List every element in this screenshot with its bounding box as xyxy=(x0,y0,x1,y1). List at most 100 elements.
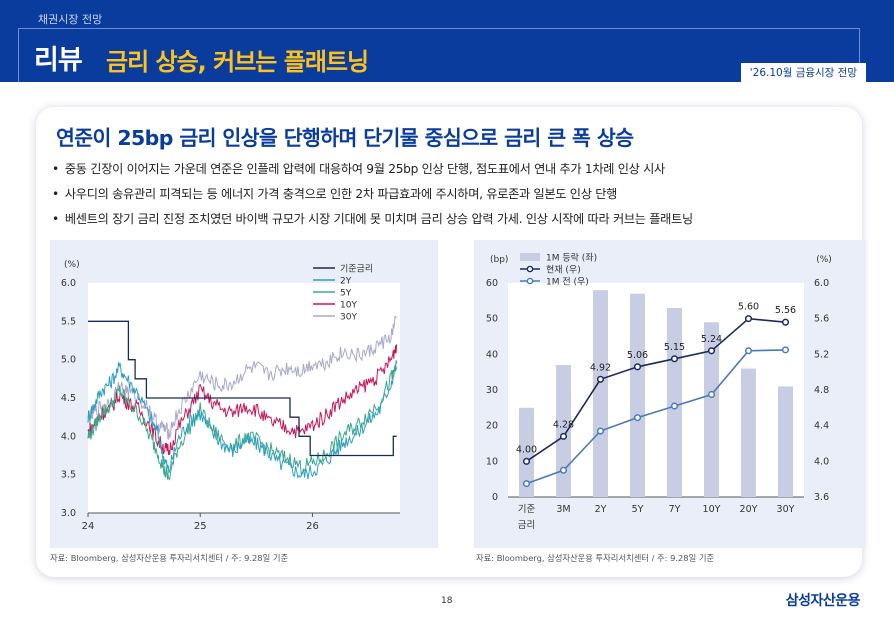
legend-label: 1M 전 (우) xyxy=(546,277,589,288)
bullet-item: 베센트의 장기 금리 진정 조치였던 바이백 규모가 시장 기대에 못 미치며 … xyxy=(52,207,693,232)
legend-label: 기준금리 xyxy=(340,264,373,275)
prev-series-point xyxy=(559,466,568,474)
y-tick-label: 5.5 xyxy=(61,316,76,327)
right-tick-label: 4.0 xyxy=(814,456,829,467)
current-series-point xyxy=(559,432,568,440)
y-tick-label: 3.0 xyxy=(61,508,76,519)
x-tick-label: 26 xyxy=(306,521,319,532)
legend-label: 10Y xyxy=(340,301,357,311)
data-label: 5.60 xyxy=(738,302,759,313)
plot-area xyxy=(508,283,804,497)
right-tick-label: 5.2 xyxy=(814,349,829,360)
x-tick-label: 기준 xyxy=(518,504,536,515)
y-tick-label: 4.0 xyxy=(61,431,76,442)
legend-label: 현재 (우) xyxy=(546,265,581,276)
legend-swatch-marker xyxy=(526,277,534,285)
legend-label: 1M 등락 (좌) xyxy=(546,252,597,264)
series-line xyxy=(87,360,398,480)
right-axis-unit: (%) xyxy=(816,255,832,265)
bar xyxy=(593,290,608,497)
legend-swatch-bar xyxy=(520,253,540,261)
y-tick-label: 5.0 xyxy=(61,355,76,366)
page-header: 채권시장 전망 리뷰 금리 상승, 커브는 플래트닝 '26.10월 금융시장 … xyxy=(0,0,894,82)
legend-label: 5Y xyxy=(340,289,352,299)
right-tick-label: 4.4 xyxy=(814,421,829,432)
legend-swatch-marker xyxy=(526,265,534,273)
x-tick-label: 5Y xyxy=(632,504,644,515)
x-tick-label: 30Y xyxy=(777,504,795,515)
prev-series-point xyxy=(781,346,790,354)
section-label: 채권시장 전망 xyxy=(38,13,103,26)
source-note-right: 자료: Bloomberg, 삼성자산운용 투자리서치센터 / 주: 9.28일… xyxy=(476,553,715,563)
data-label: 4.00 xyxy=(516,444,537,455)
data-label: 5.15 xyxy=(664,342,685,353)
legend-label: 2Y xyxy=(340,277,352,287)
data-label: 5.06 xyxy=(627,350,648,361)
report-date-tag: '26.10월 금융시장 전망 xyxy=(740,63,866,82)
x-tick-label: 7Y xyxy=(669,504,681,515)
page-number: 18 xyxy=(441,596,453,606)
y-axis-unit: (%) xyxy=(64,260,80,270)
current-series-point xyxy=(670,355,679,363)
current-series-point xyxy=(522,457,531,465)
legend-label: 30Y xyxy=(340,313,357,323)
x-tick-label: 2Y xyxy=(595,504,607,515)
left-tick-label: 50 xyxy=(486,314,498,325)
right-tick-label: 6.0 xyxy=(814,278,829,289)
series-line xyxy=(87,367,398,481)
current-series-point xyxy=(633,363,642,371)
card-headline: 연준이 25bp 금리 인상을 단행하며 단기물 중심으로 금리 큰 폭 상승 xyxy=(56,126,634,150)
left-tick-label: 20 xyxy=(486,421,498,432)
y-tick-label: 6.0 xyxy=(61,278,76,289)
left-tick-label: 10 xyxy=(486,456,498,467)
x-tick-label: 25 xyxy=(194,521,207,532)
prev-series-point xyxy=(633,414,642,422)
curve-change-chart: (bp) (%) 0 10 20 30 40 50 60 3.6 4.0 4.4 4.8 5.2 5.6 6.… xyxy=(486,252,832,532)
bar xyxy=(778,386,793,497)
x-tick-label: 10Y xyxy=(703,504,721,515)
bar xyxy=(667,307,682,497)
prev-series-point xyxy=(707,390,716,399)
company-logo: 삼성자산운용 xyxy=(785,593,861,609)
bullet-list: 중동 긴장이 이어지는 가운데 연준은 인플레 압력에 대응하여 9월 25bp… xyxy=(52,157,693,232)
bullet-item: 사우디의 송유관리 피격되는 등 에너지 가격 충격으로 인한 2차 파급효과에… xyxy=(52,182,693,207)
page-title: 리뷰 xyxy=(34,45,83,76)
bar xyxy=(630,293,645,497)
header-frame xyxy=(18,28,860,82)
prev-series-point xyxy=(670,402,679,410)
right-tick-label: 3.6 xyxy=(814,492,829,503)
current-series-point xyxy=(707,347,716,355)
prev-series-point xyxy=(522,480,531,488)
source-note-left: 자료: Bloomberg, 삼성자산운용 투자리서치센터 / 주: 9.28일… xyxy=(50,553,289,563)
left-tick-label: 30 xyxy=(486,385,498,396)
current-series-point xyxy=(781,318,790,326)
current-series-line xyxy=(526,317,786,462)
bullet-item: 중동 긴장이 이어지는 가운데 연준은 인플레 압력에 대응하여 9월 25bp… xyxy=(52,157,693,182)
current-series-point xyxy=(596,375,605,383)
curve-change-chart-panel: (bp) (%) 0 10 20 30 40 50 60 3.6 4.0 4.4 4.8 5.2 5.6 6.… xyxy=(474,240,866,548)
x-tick-label: 24 xyxy=(82,521,95,532)
data-label: 5.56 xyxy=(775,305,796,316)
bar xyxy=(519,407,534,497)
bar xyxy=(704,322,719,497)
x-tick-label: 20Y xyxy=(740,504,758,515)
right-tick-label: 5.6 xyxy=(814,314,829,325)
data-label: 5.24 xyxy=(701,334,722,345)
data-label: 4.92 xyxy=(590,362,611,373)
x-tick-label: 3M xyxy=(556,504,570,515)
x-tick-label: 금리 xyxy=(518,520,535,531)
rates-line-chart: (%) 3.0 3.5 4.0 4.5 5.0 5.5 6.0 24 25 26 기준금리 2Y 5Y 10… xyxy=(61,260,400,532)
series-line xyxy=(87,316,397,440)
series-line xyxy=(88,320,397,457)
rates-line-chart-panel: (%) 3.0 3.5 4.0 4.5 5.0 5.5 6.0 24 25 26 기준금리 2Y 5Y 10… xyxy=(50,240,438,548)
left-axis-unit: (bp) xyxy=(490,255,508,265)
y-tick-label: 4.5 xyxy=(61,393,76,404)
current-series-point xyxy=(744,315,753,323)
left-tick-label: 60 xyxy=(486,278,498,289)
y-tick-label: 3.5 xyxy=(61,470,76,481)
prev-series-line xyxy=(526,349,786,485)
prev-series-point xyxy=(596,427,605,435)
left-tick-label: 40 xyxy=(486,349,498,360)
right-tick-label: 4.8 xyxy=(814,385,829,396)
bar xyxy=(741,368,756,497)
